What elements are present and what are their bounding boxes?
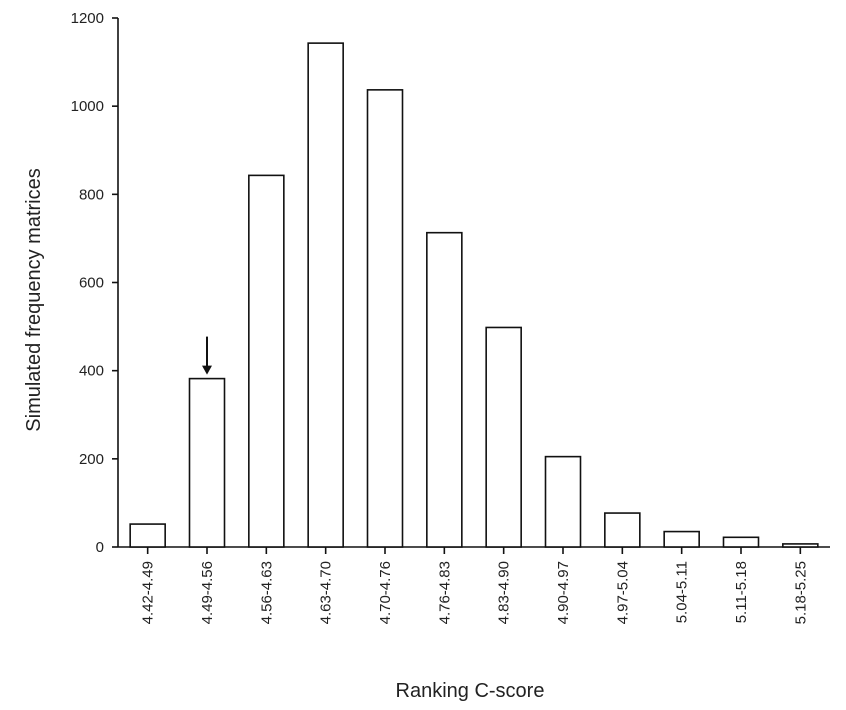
- x-tick-label: 4.63-4.70: [318, 561, 335, 624]
- bar-4.63-4.70: [307, 42, 344, 548]
- arrow-annotation: [202, 336, 212, 375]
- x-tick-label: 4.83-4.90: [496, 561, 513, 624]
- y-tick-label: 800: [79, 186, 104, 203]
- y-tick-label: 1000: [71, 98, 104, 115]
- x-tick-label: 4.49-4.56: [199, 561, 216, 624]
- x-tick-label: 4.76-4.83: [436, 561, 453, 624]
- annotations: [202, 336, 212, 375]
- x-axis: 4.42-4.49 4.49-4.56 4.56-4.63 4.63-4.70 4.70…: [118, 546, 830, 624]
- y-axis-title: Simulated frequency matrices: [23, 168, 45, 431]
- bar-4.49-4.56: [188, 377, 226, 548]
- bar-4.97-5.04: [604, 512, 641, 548]
- bars: [129, 42, 819, 548]
- bar-4.83-4.90: [485, 326, 522, 548]
- y-tick-label: 0: [96, 539, 104, 556]
- x-tick-label: 5.04-5.11: [674, 561, 691, 623]
- bar-4.42-4.49: [129, 523, 166, 548]
- x-tick-label: 4.42-4.49: [140, 561, 157, 624]
- y-tick-label: 600: [79, 275, 104, 292]
- bar-4.70-4.76: [366, 89, 404, 548]
- x-tick-label: 4.56-4.63: [258, 561, 275, 624]
- x-tick-label: 4.90-4.97: [555, 561, 572, 624]
- x-tick-label: 4.97-5.04: [614, 561, 631, 624]
- x-tick-label: 5.18-5.25: [792, 561, 809, 624]
- x-tick-label: 5.11-5.18: [733, 561, 750, 623]
- bar-4.90-4.97: [544, 455, 582, 548]
- y-axis: 0 200 400 600 800 1000 1200: [71, 10, 119, 556]
- bar-5.04-5.11: [663, 530, 700, 548]
- x-axis-title: Ranking C-score: [396, 680, 545, 702]
- bar-4.56-4.63: [248, 174, 285, 548]
- bar-5.18-5.25: [782, 543, 819, 548]
- y-tick-label: 1200: [71, 10, 104, 27]
- y-tick-label: 400: [79, 363, 104, 380]
- bar-4.76-4.83: [426, 231, 463, 548]
- bar-5.11-5.18: [722, 536, 760, 548]
- y-tick-label: 200: [79, 451, 104, 468]
- x-tick-label: 4.70-4.76: [377, 561, 394, 624]
